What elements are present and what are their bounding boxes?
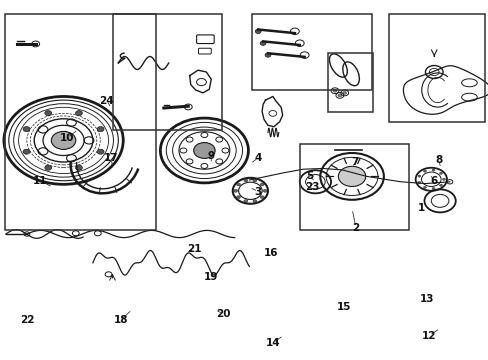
Text: 10: 10 [60,132,75,143]
Bar [300,144,408,230]
Circle shape [255,29,261,33]
Text: 2: 2 [352,222,359,233]
Text: 7: 7 [350,157,358,167]
Circle shape [417,175,420,177]
Circle shape [439,184,442,186]
Circle shape [252,179,256,182]
Circle shape [252,200,256,203]
Circle shape [244,179,247,182]
Circle shape [439,172,442,174]
Bar [388,14,484,122]
Circle shape [337,94,341,97]
Text: 8: 8 [435,155,442,165]
Circle shape [442,178,445,180]
Text: 1: 1 [417,203,424,213]
Text: 11: 11 [33,176,47,186]
Text: 18: 18 [114,315,128,325]
Circle shape [45,165,52,170]
Text: 22: 22 [20,315,34,325]
Text: 19: 19 [203,272,218,282]
Circle shape [97,127,104,132]
Circle shape [233,189,237,192]
Text: 9: 9 [207,150,214,161]
Text: 16: 16 [263,248,278,258]
Circle shape [260,196,264,199]
Text: 12: 12 [421,330,436,341]
Text: 3: 3 [254,186,261,197]
Circle shape [75,111,82,116]
Text: 21: 21 [187,244,202,254]
Circle shape [423,186,426,189]
Text: 5: 5 [306,171,313,181]
Text: 13: 13 [419,294,434,304]
Circle shape [342,91,346,94]
Circle shape [236,196,240,199]
Text: 15: 15 [336,302,351,312]
Text: 14: 14 [265,338,280,348]
Circle shape [23,149,30,154]
Circle shape [45,111,52,116]
Circle shape [236,183,240,186]
Circle shape [338,166,365,186]
Text: 17: 17 [104,153,119,163]
Bar [252,14,371,90]
Circle shape [332,89,336,92]
Circle shape [193,143,215,158]
Text: 23: 23 [304,182,319,192]
Text: 4: 4 [254,153,262,163]
Bar [327,53,372,112]
Circle shape [51,131,76,149]
Circle shape [423,170,426,172]
Bar [113,14,222,130]
Circle shape [23,127,30,132]
Text: 20: 20 [215,309,230,319]
Circle shape [431,188,434,190]
Circle shape [263,189,266,192]
Circle shape [75,165,82,170]
Text: 6: 6 [430,176,437,186]
Circle shape [260,183,264,186]
Circle shape [264,53,270,57]
Circle shape [431,169,434,171]
Circle shape [244,200,247,203]
Bar [5,14,155,230]
Circle shape [97,149,104,154]
Circle shape [260,41,265,45]
Text: 24: 24 [99,96,114,106]
Circle shape [417,181,420,184]
